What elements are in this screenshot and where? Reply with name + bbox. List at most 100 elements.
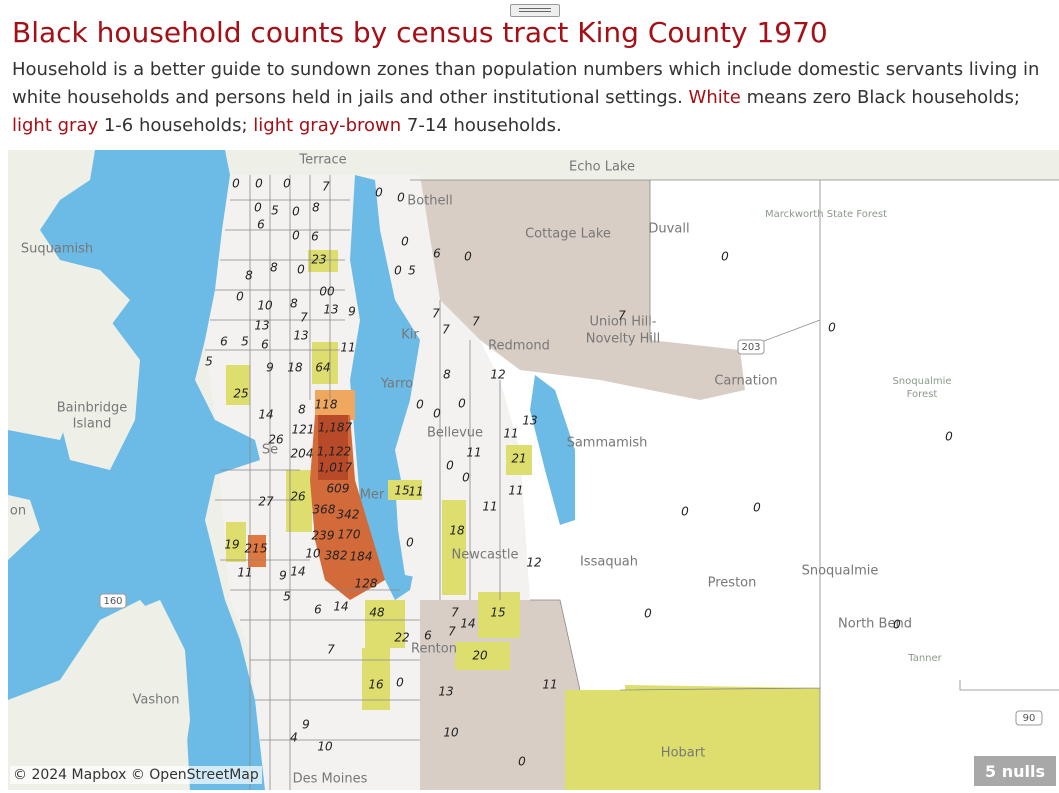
place-label: North Bend <box>838 617 912 632</box>
tract-label: 7 <box>618 309 626 323</box>
map[interactable]: Terrace Echo Lake Suquamish Cottage Lake Duv… <box>8 150 1059 790</box>
tract-label: 16 <box>368 678 384 692</box>
place-label: Forest <box>907 389 938 400</box>
tract-label: 204 <box>291 447 314 461</box>
tract-orange <box>248 535 266 567</box>
water <box>8 150 265 790</box>
tract-label: 7 <box>472 315 480 329</box>
tract-label: 9 <box>266 361 274 375</box>
tract-label: 6 <box>261 338 269 352</box>
tract-label: 0 <box>416 398 424 412</box>
tract-label: 0 <box>254 201 262 215</box>
tract-label: 6 <box>314 603 322 617</box>
desc-text: Household is a better guide to sundown z… <box>12 59 1040 108</box>
tract-label: 5 <box>283 590 291 604</box>
place-label: Carnation <box>714 374 777 389</box>
tract-label: 23 <box>311 253 326 267</box>
tract-label: 00 <box>319 285 335 299</box>
tract-label: 8 <box>245 269 253 283</box>
place-label: Yarro <box>380 377 413 392</box>
tract-label: 10 <box>305 547 321 561</box>
drag-handle[interactable] <box>510 4 560 17</box>
tract-label: 9 <box>279 569 287 583</box>
place-label: Kir <box>401 328 419 343</box>
tract-label: 7 <box>448 625 456 639</box>
tract-label: 0 <box>893 618 901 632</box>
tract-label: 7 <box>327 643 335 657</box>
tract-label: 14 <box>258 408 273 422</box>
place-label: Duvall <box>648 222 689 237</box>
tract-label: 12 <box>526 556 541 570</box>
desc-highlight: White <box>688 87 741 108</box>
tract-label: 8 <box>443 368 451 382</box>
tract-label: 4 <box>290 731 298 745</box>
tract-label: 0 <box>292 205 300 219</box>
tract-label: 11 <box>237 566 252 580</box>
island <box>395 480 440 580</box>
tract-label: 15 <box>394 484 409 498</box>
island <box>55 320 140 470</box>
place-label: Preston <box>708 576 757 591</box>
place-label: Vashon <box>132 693 179 708</box>
tract-label: 239 <box>312 529 335 543</box>
tract-label: 609 <box>327 482 350 496</box>
place-label: on <box>10 504 26 519</box>
tract-label: 10 <box>317 740 333 754</box>
lake <box>530 375 575 525</box>
tract-label: 13 <box>438 685 453 699</box>
tract-label: 128 <box>355 577 378 591</box>
tract-label: 14 <box>333 600 348 614</box>
tract-label: 5 <box>271 204 279 218</box>
tract-label: 0 <box>945 430 953 444</box>
attribution: © 2024 Mapbox © OpenStreetMap <box>10 766 262 784</box>
tract-label: 0 <box>375 186 383 200</box>
tract-label: 6 <box>311 230 319 244</box>
tract-label: 0 <box>446 459 454 473</box>
place-label: Bellevue <box>427 426 483 441</box>
tract-label: 1,187 <box>318 421 353 435</box>
tract-label: 21 <box>511 452 526 466</box>
place-label: Sammamish <box>567 436 648 451</box>
place-label: Tanner <box>907 653 942 664</box>
tract-label: 382 <box>325 549 348 563</box>
tract-label: 10 <box>443 726 459 740</box>
tract-label: 118 <box>315 398 338 412</box>
place-label: Marckworth State Forest <box>765 209 887 220</box>
place-label: Novelty Hill <box>586 332 661 347</box>
tract-label: 27 <box>258 495 274 509</box>
tract-label: 13 <box>254 319 269 333</box>
place-label: Renton <box>411 642 457 657</box>
road-shield <box>1015 710 1043 726</box>
tract-darkred <box>318 415 348 480</box>
tract-label: 11 <box>542 678 557 692</box>
road-shield <box>99 593 127 609</box>
tract-label: 14 <box>290 565 305 579</box>
place-label: Redmond <box>488 339 550 354</box>
tract-label: 11 <box>503 427 518 441</box>
tract-label: 0 <box>394 264 402 278</box>
tract-label: 0 <box>396 676 404 690</box>
tract-label: 15 <box>490 606 505 620</box>
title: Black household counts by census tract K… <box>12 16 828 49</box>
tract-label: 13 <box>293 329 308 343</box>
tract-label: 0 <box>297 263 305 277</box>
desc-text: 7-14 households. <box>401 115 562 136</box>
place-label: Issaquah <box>580 555 638 570</box>
road-shield <box>737 339 765 355</box>
tract-label: 22 <box>394 631 409 645</box>
tract-graybrown <box>420 180 745 400</box>
tract-label: 0 <box>397 191 405 205</box>
tract-label: 25 <box>233 387 248 401</box>
nulls-button[interactable]: 5 nulls <box>974 756 1056 786</box>
tract-label: 0 <box>232 177 240 191</box>
tract-label: 121 <box>292 423 315 437</box>
tract-label: 0 <box>721 250 729 264</box>
tract-label: 170 <box>338 528 361 542</box>
tract-label: 5 <box>205 355 213 369</box>
place-label: Suquamish <box>21 242 93 257</box>
tract-label: 0 <box>433 407 441 421</box>
tract-label: 8 <box>270 261 278 275</box>
tract-label: 7 <box>442 323 450 337</box>
tract-label: 0 <box>406 536 414 550</box>
